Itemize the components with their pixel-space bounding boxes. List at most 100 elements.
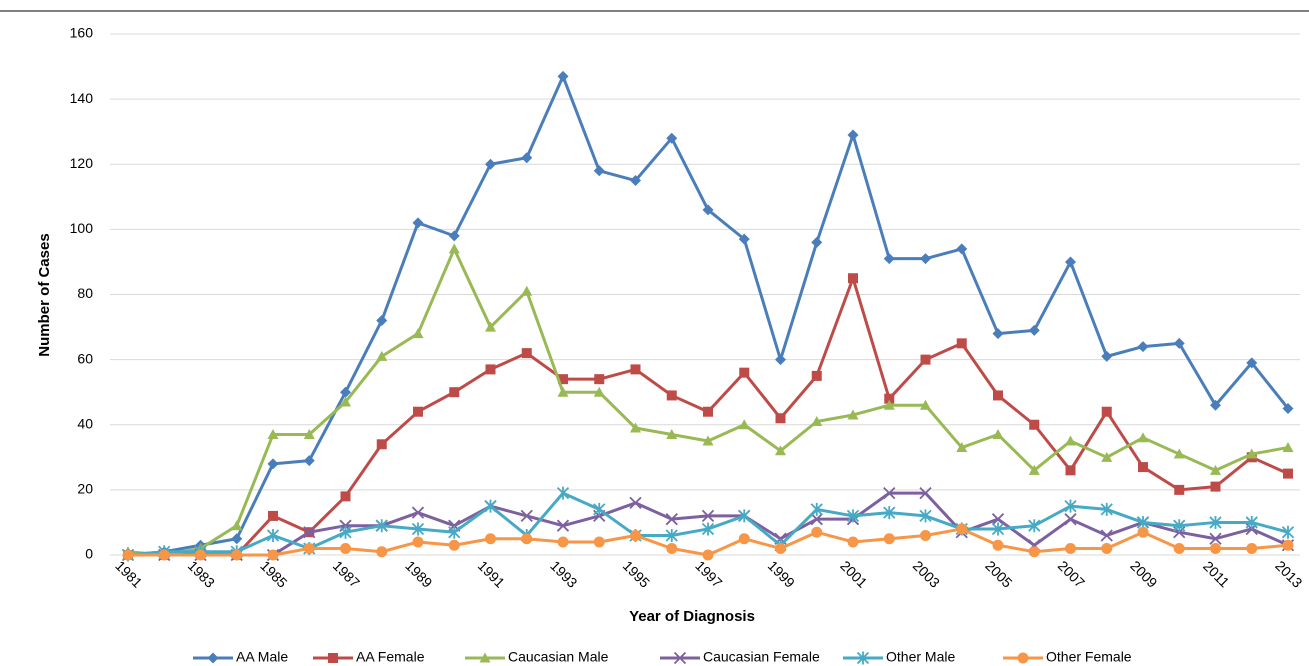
data-point (775, 445, 786, 456)
data-point (448, 539, 460, 551)
data-point (1174, 484, 1185, 495)
data-point (1210, 464, 1221, 475)
data-point (1246, 542, 1258, 554)
y-tick-label: 120 (70, 155, 94, 171)
x-tick-label: 2011 (1200, 558, 1233, 591)
data-point (593, 165, 605, 177)
x-tick-label: 1985 (257, 557, 290, 590)
data-point (485, 533, 496, 545)
x-tick-label: 1997 (692, 557, 725, 590)
y-tick-label: 60 (77, 350, 93, 366)
data-point (1209, 515, 1222, 529)
legend-label: AA Female (356, 649, 425, 665)
data-point (1210, 542, 1221, 554)
data-point (448, 230, 460, 242)
data-point (1101, 406, 1112, 417)
data-point (956, 442, 968, 453)
legend-marker (479, 652, 491, 663)
data-point (1064, 513, 1077, 526)
data-point (1028, 546, 1040, 558)
data-point (267, 429, 279, 440)
legend-marker (207, 652, 219, 664)
data-point (593, 502, 606, 516)
data-point (1282, 539, 1294, 551)
data-point (811, 370, 822, 381)
legend-marker (856, 651, 870, 665)
data-point (630, 422, 641, 433)
data-point (1101, 451, 1113, 462)
data-point (1064, 499, 1077, 513)
data-point (448, 525, 461, 539)
data-point (339, 525, 352, 539)
data-point (1028, 519, 1041, 533)
x-tick-label: 1999 (765, 557, 798, 590)
data-point (775, 413, 786, 424)
data-point (847, 536, 859, 548)
data-point (883, 486, 896, 500)
data-point (303, 526, 316, 539)
data-point (340, 386, 351, 398)
data-point (883, 399, 895, 410)
data-point (991, 513, 1005, 526)
data-point (376, 315, 388, 327)
series-line (127, 74, 1290, 557)
y-tick-label: 40 (77, 415, 93, 431)
data-point (992, 328, 1004, 340)
data-point (1173, 519, 1186, 533)
data-point (665, 528, 678, 542)
data-point (412, 328, 424, 339)
data-point (1246, 357, 1258, 369)
data-point (376, 546, 388, 558)
data-point (1065, 435, 1076, 446)
data-point (738, 533, 750, 545)
x-tick-label: 1987 (330, 557, 363, 590)
data-point (303, 429, 315, 440)
data-point (594, 374, 605, 385)
data-point (1028, 464, 1040, 475)
data-point (521, 152, 533, 164)
data-point (266, 528, 280, 542)
data-point (1283, 468, 1293, 479)
legend-marker (1017, 652, 1029, 664)
data-point (847, 129, 859, 141)
data-point (231, 533, 243, 545)
x-tick-label: 1993 (547, 557, 580, 590)
data-point (991, 522, 1005, 536)
data-point (811, 415, 823, 426)
legend-label: Other Female (1046, 649, 1132, 665)
data-point (992, 539, 1004, 551)
y-tick-label: 0 (85, 546, 93, 562)
data-point (376, 439, 387, 450)
data-point (485, 364, 496, 375)
data-point (703, 406, 713, 417)
data-point (884, 393, 895, 404)
data-point (268, 510, 278, 521)
legend-label: Other Male (886, 649, 955, 665)
data-point (520, 509, 533, 523)
data-point (1065, 465, 1076, 476)
data-point (666, 390, 677, 401)
x-tick-label: 1995 (620, 557, 653, 590)
data-point (666, 132, 678, 144)
y-tick-label: 80 (77, 285, 93, 301)
data-point (956, 338, 967, 349)
data-point (593, 386, 605, 397)
x-tick-label: 2003 (910, 557, 943, 590)
data-point (485, 158, 496, 170)
data-point (666, 429, 678, 440)
data-point (557, 70, 569, 82)
data-point (1209, 532, 1222, 545)
data-point (122, 549, 134, 561)
y-tick-label: 100 (70, 220, 94, 236)
data-point (919, 509, 932, 523)
data-point (557, 536, 569, 548)
data-point (701, 522, 715, 536)
data-point (1246, 448, 1258, 459)
data-point (630, 364, 641, 375)
data-point (702, 549, 714, 561)
x-tick-label: 1981 (112, 557, 145, 590)
data-point (810, 502, 823, 516)
data-point (556, 486, 570, 500)
data-point (267, 549, 279, 561)
data-point (883, 506, 896, 520)
